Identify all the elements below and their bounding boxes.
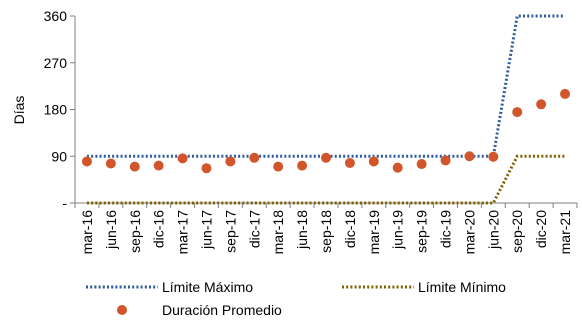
y-tick-label: 360 xyxy=(44,8,68,24)
data-point xyxy=(81,156,92,167)
legend-item: Duración Promedio xyxy=(117,302,282,318)
legend-label: Límite Máximo xyxy=(162,279,253,295)
series-layer xyxy=(81,14,571,205)
x-tick-label: mar-17 xyxy=(175,210,191,255)
series-line xyxy=(86,14,566,158)
x-tick-label: dic-18 xyxy=(342,210,358,248)
legend-label: Límite Mínimo xyxy=(418,279,506,295)
data-point xyxy=(368,156,379,167)
data-point xyxy=(344,158,355,169)
data-point xyxy=(105,158,116,169)
data-point xyxy=(249,152,260,163)
data-point xyxy=(153,160,164,171)
x-tick-label: mar-21 xyxy=(557,210,573,255)
x-tick-label: dic-17 xyxy=(246,210,262,248)
data-point xyxy=(536,99,547,110)
x-ticks: mar-16 jun-16 sep-16 dic-16 mar-17 jun-17 sep-… xyxy=(74,203,578,255)
y-tick-label: 270 xyxy=(44,55,68,71)
data-point xyxy=(177,153,188,164)
legend-item: Límite Mínimo xyxy=(342,279,506,295)
data-point xyxy=(560,88,571,99)
data-point xyxy=(321,152,331,163)
y-axis-title: Días xyxy=(11,96,27,125)
y-tick-label: - xyxy=(62,195,67,211)
x-tick-label: dic-16 xyxy=(151,210,167,248)
data-point xyxy=(512,107,523,118)
y-tick-label: 180 xyxy=(44,102,68,118)
x-tick-label: sep-20 xyxy=(509,210,525,253)
data-point xyxy=(297,160,308,171)
x-tick-label: mar-20 xyxy=(461,210,477,255)
data-point xyxy=(201,163,212,174)
legend: Límite Máximo Límite Mínimo Duración Prome… xyxy=(86,279,506,318)
data-point xyxy=(225,156,236,167)
x-tick-label: mar-18 xyxy=(270,210,286,255)
y-tick-label: 90 xyxy=(51,148,67,164)
x-tick-label: sep-17 xyxy=(222,210,238,253)
x-tick-label: mar-16 xyxy=(79,210,95,255)
data-point xyxy=(440,155,451,166)
data-point xyxy=(129,161,140,172)
legend-swatch xyxy=(117,305,127,315)
y-ticks: - 90 180 270 360 xyxy=(44,8,75,211)
legend-label: Duración Promedio xyxy=(162,302,282,318)
data-point xyxy=(488,151,499,162)
x-tick-label: sep-19 xyxy=(414,210,430,253)
x-tick-label: dic-20 xyxy=(533,210,549,248)
x-tick-label: jun-16 xyxy=(103,210,119,250)
data-point xyxy=(416,159,427,170)
x-tick-label: mar-19 xyxy=(366,210,382,255)
data-point xyxy=(464,151,475,162)
x-tick-label: dic-19 xyxy=(438,210,454,248)
x-tick-label: jun-18 xyxy=(294,210,310,250)
x-tick-label: jun-19 xyxy=(390,210,406,250)
data-point xyxy=(273,161,284,172)
x-tick-label: sep-18 xyxy=(318,210,334,253)
x-tick-label: jun-17 xyxy=(198,210,214,250)
legend-item: Límite Máximo xyxy=(86,279,253,295)
x-tick-label: jun-20 xyxy=(485,210,501,250)
x-tick-label: sep-16 xyxy=(127,210,143,253)
data-point xyxy=(392,162,403,173)
